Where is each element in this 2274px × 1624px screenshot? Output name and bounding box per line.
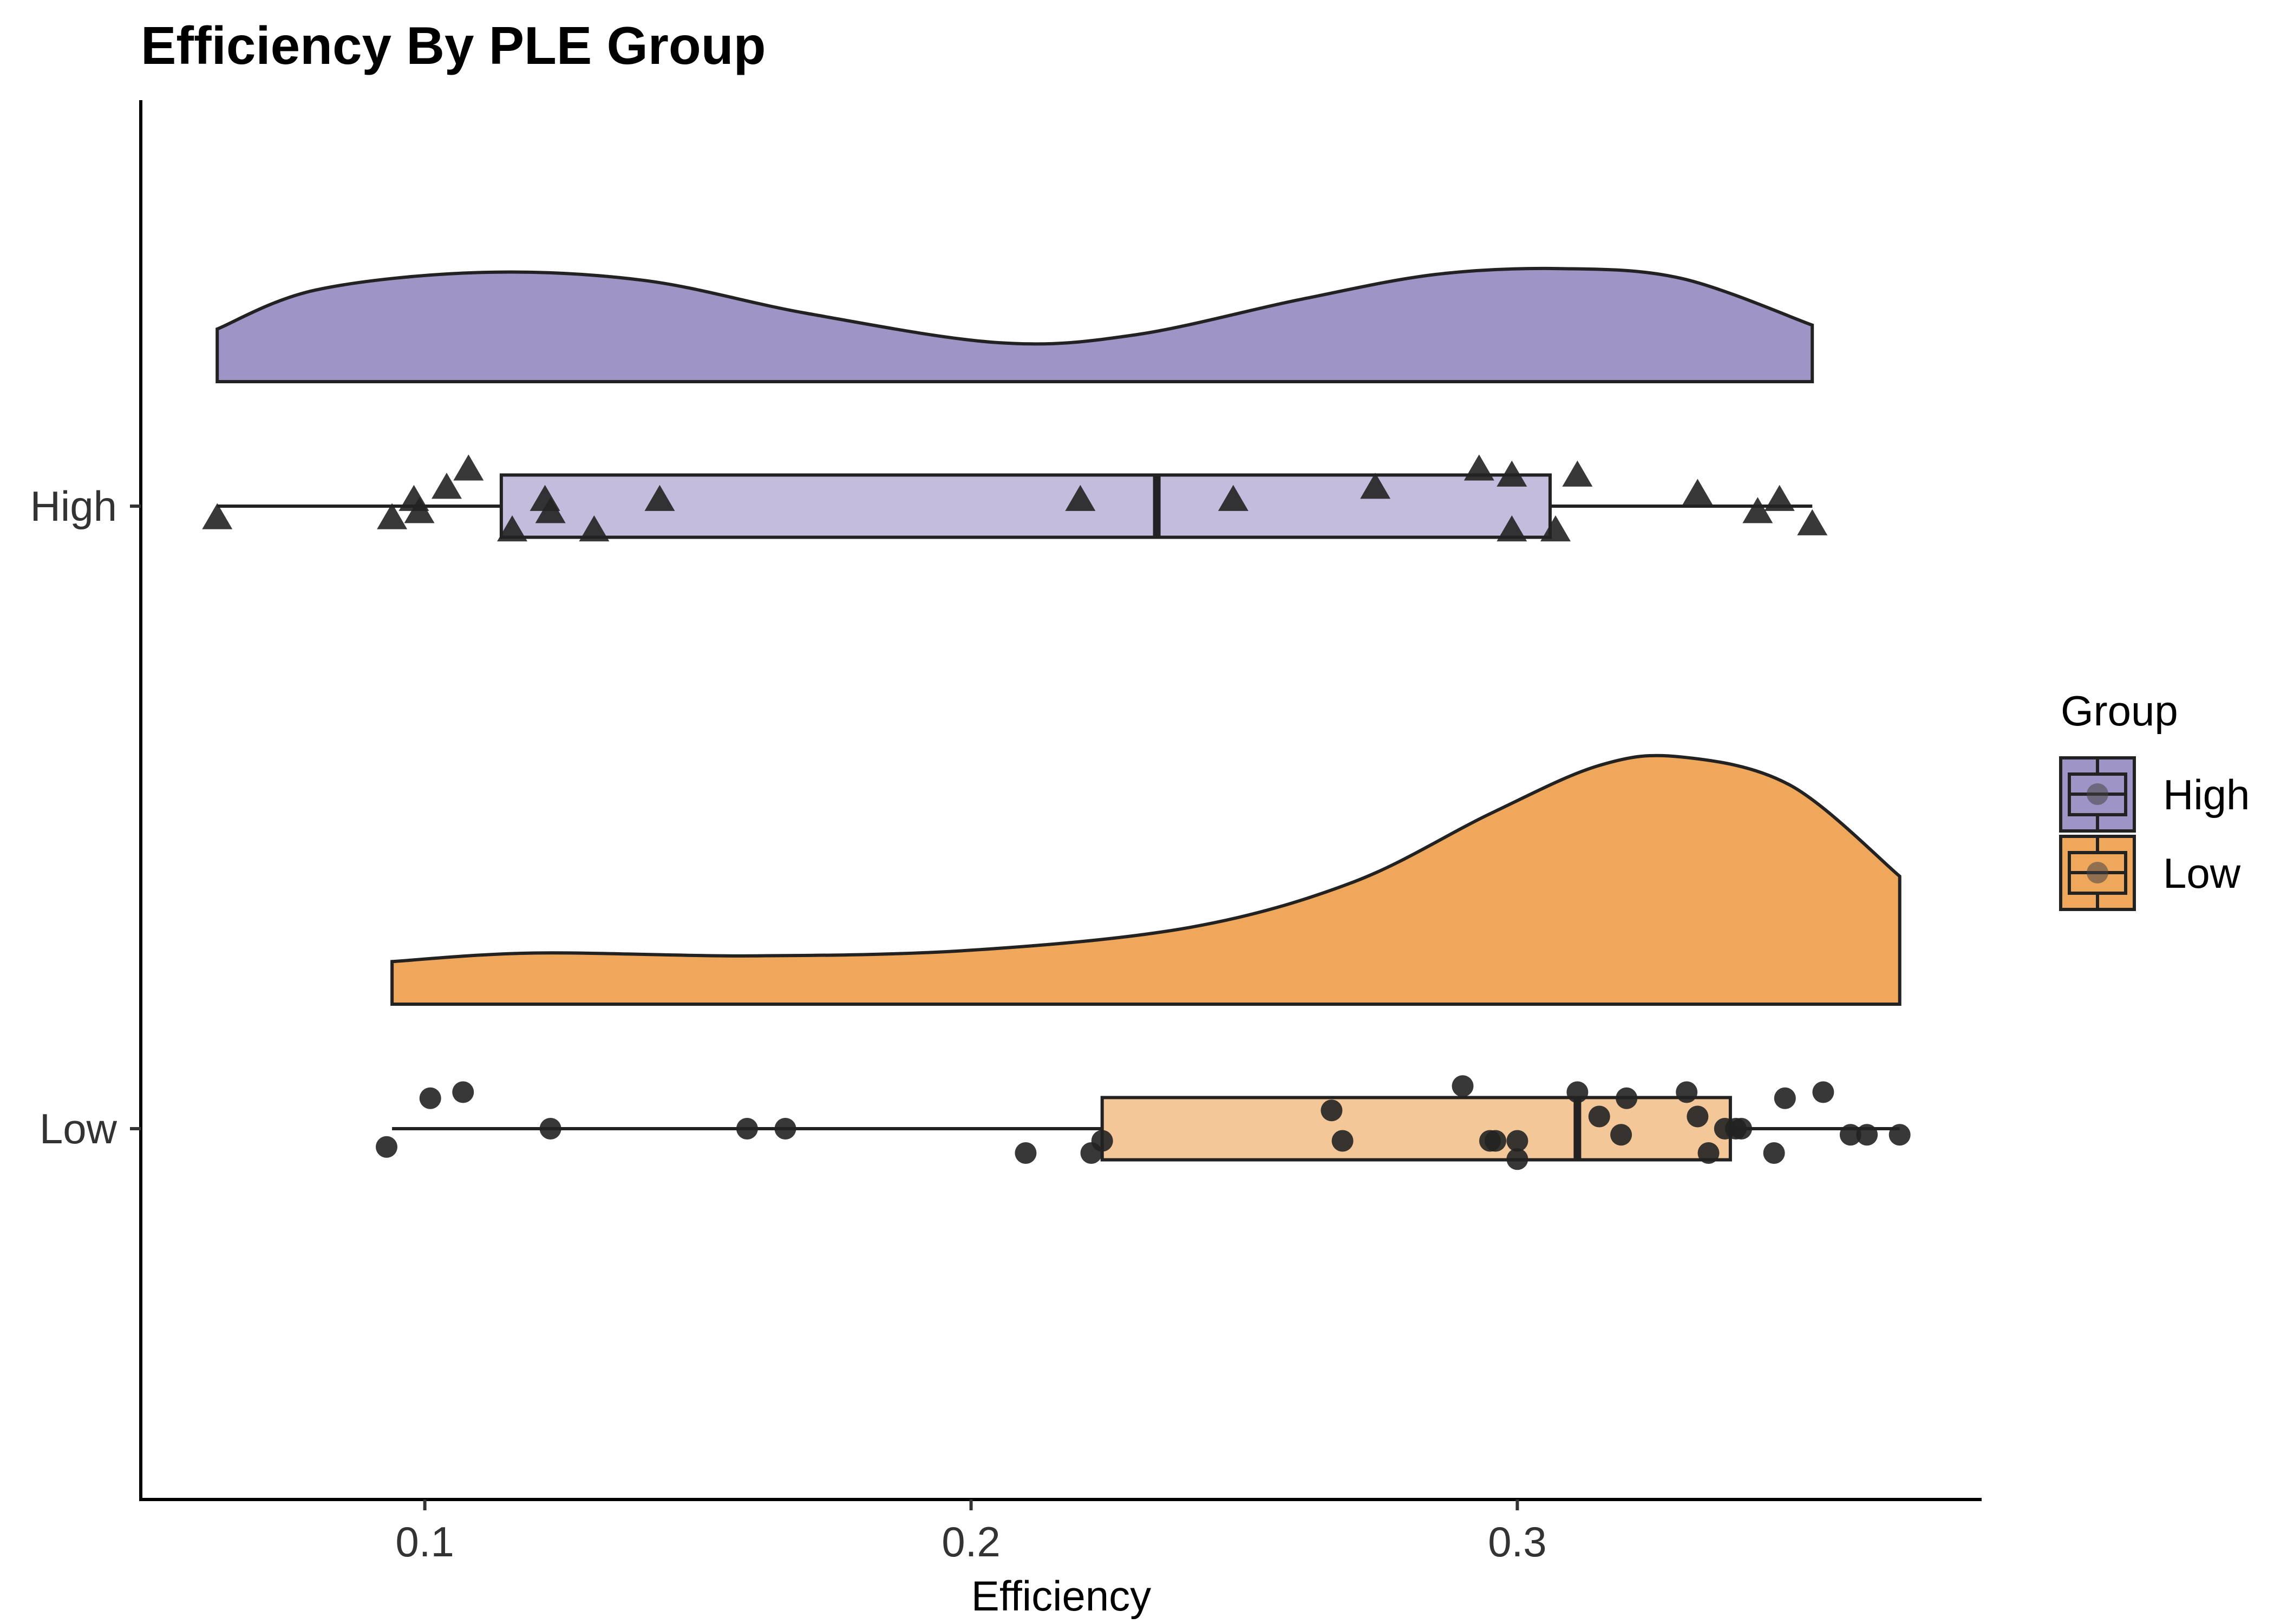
data-point [452, 1081, 474, 1103]
data-point [497, 515, 528, 542]
data-point [1682, 479, 1713, 505]
legend-item-low: Low [2059, 835, 2241, 911]
data-point [535, 497, 566, 523]
density-high [215, 266, 1814, 383]
data-point [644, 484, 675, 511]
data-point [1540, 515, 1571, 542]
data-point [376, 1136, 398, 1158]
data-point [419, 1087, 441, 1109]
x-axis-title: Efficiency [971, 1572, 1151, 1620]
density-low [390, 754, 1901, 1006]
data-point [404, 497, 435, 523]
data-point [1763, 1142, 1785, 1164]
x-tick-label: 0.2 [942, 1518, 1000, 1566]
data-point [1889, 1124, 1911, 1146]
data-point [1562, 460, 1593, 487]
x-tick-label: 0.1 [395, 1518, 454, 1566]
data-point [1774, 1087, 1796, 1109]
data-point [1676, 1081, 1698, 1103]
data-point [202, 503, 233, 529]
plot-area [202, 266, 1911, 1170]
data-point [1697, 1142, 1720, 1164]
data-point [1321, 1099, 1343, 1122]
data-point [1856, 1124, 1878, 1146]
data-point [1839, 1124, 1861, 1146]
legend: Group High Low [2059, 687, 2250, 911]
data-point [1065, 484, 1096, 511]
x-tick-label: 0.3 [1488, 1518, 1546, 1566]
data-point [1218, 484, 1249, 511]
data-point [1812, 1081, 1834, 1103]
data-point [1485, 1130, 1507, 1152]
data-point [1506, 1148, 1528, 1170]
data-point [431, 473, 462, 499]
legend-point [2087, 862, 2108, 883]
axes: High Low 0.1 0.2 0.3 [30, 482, 1547, 1566]
data-point [1091, 1130, 1113, 1152]
data-point [1730, 1118, 1753, 1140]
data-point [539, 1118, 561, 1140]
data-point [453, 454, 484, 481]
data-point [1452, 1075, 1474, 1097]
data-point [377, 503, 408, 529]
data-point [1015, 1142, 1037, 1164]
chart-title: Efficiency By PLE Group [141, 16, 766, 75]
data-point [1610, 1124, 1632, 1146]
data-point [1797, 509, 1828, 535]
data-point [1588, 1105, 1610, 1128]
data-point [774, 1118, 796, 1140]
data-point [1331, 1130, 1354, 1152]
legend-label: Low [2163, 849, 2241, 897]
series-high [202, 266, 1828, 542]
data-point [579, 515, 610, 542]
data-point [1497, 460, 1527, 487]
legend-title: Group [2061, 687, 2178, 735]
data-point [1497, 515, 1527, 542]
data-point [1506, 1130, 1528, 1152]
data-point [1616, 1087, 1638, 1109]
box-low [1100, 1096, 1732, 1162]
data-point [1566, 1081, 1589, 1103]
data-point [1742, 497, 1773, 523]
legend-item-high: High [2059, 756, 2250, 833]
legend-label: High [2163, 771, 2250, 818]
legend-point [2087, 783, 2108, 805]
y-tick-label: High [30, 482, 117, 530]
data-point [1687, 1105, 1709, 1128]
data-point [1764, 484, 1795, 511]
data-point [1360, 473, 1391, 499]
data-point [736, 1118, 758, 1140]
data-point [1463, 454, 1494, 481]
y-tick-label: Low [40, 1105, 117, 1152]
series-low [376, 754, 1911, 1170]
